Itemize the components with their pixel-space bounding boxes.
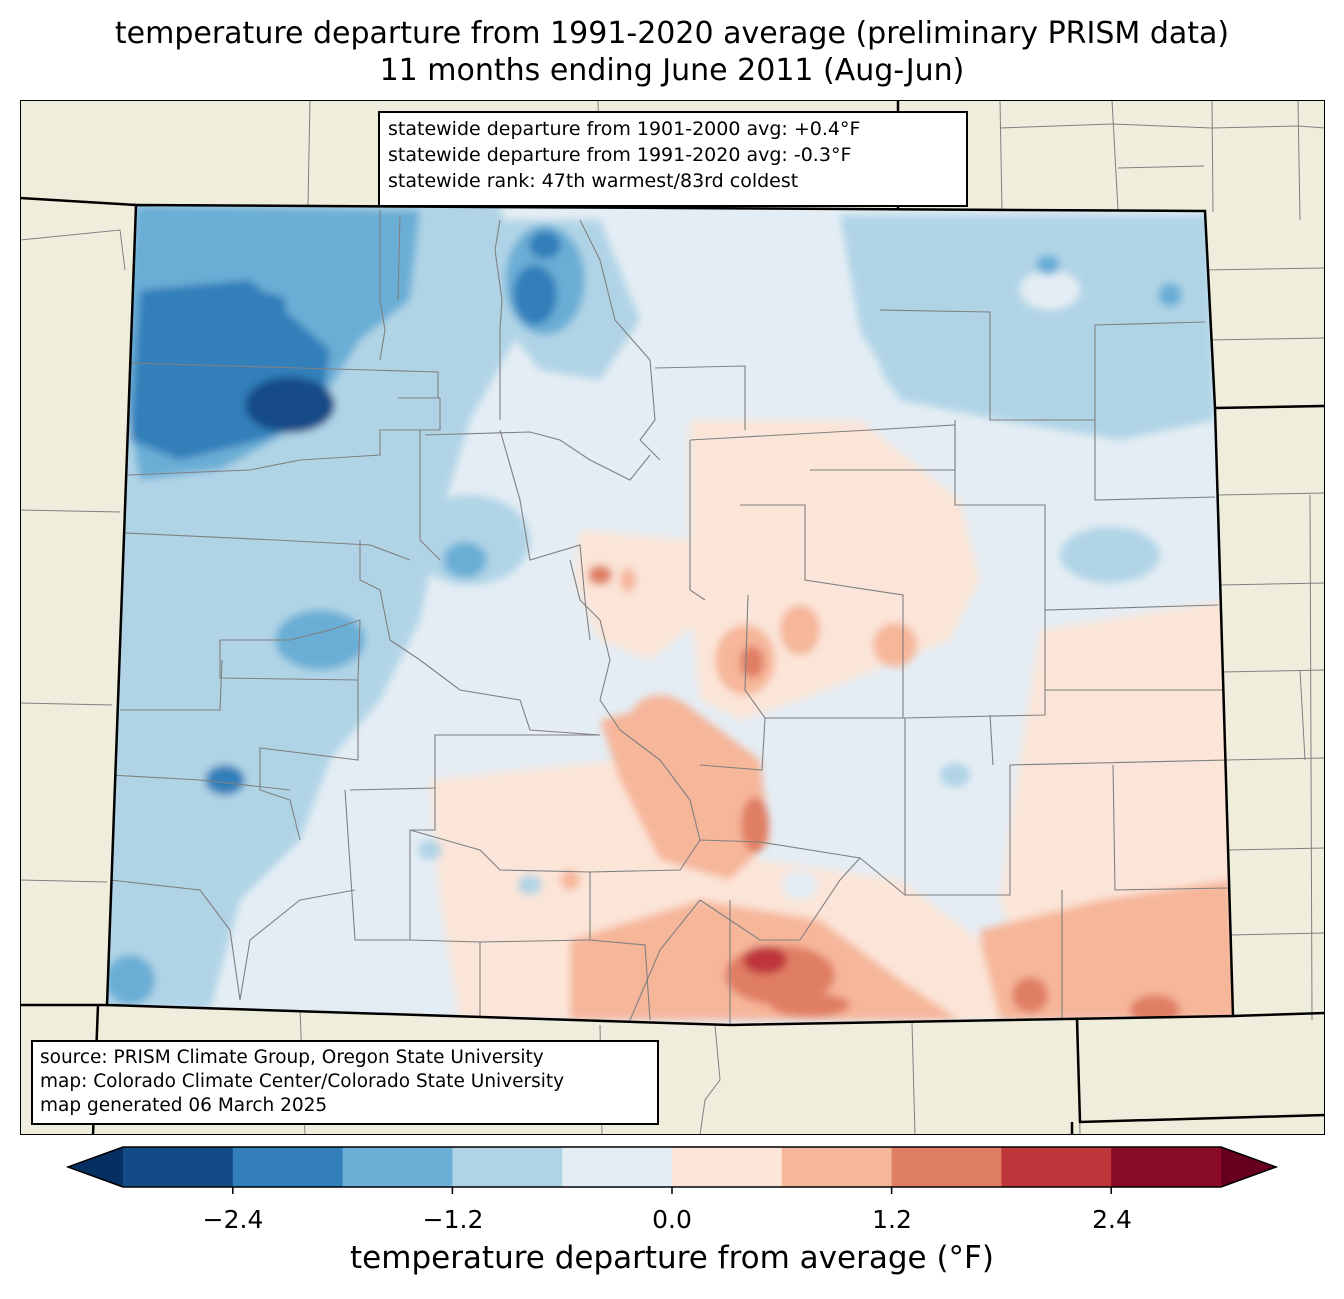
- source-box: source: PRISM Climate Group, Oregon Stat…: [31, 1040, 659, 1125]
- stats-line-2: statewide departure from 1991-2020 avg: …: [388, 144, 852, 166]
- colorbar-bin: [1111, 1147, 1222, 1187]
- colorbar-bin: [452, 1147, 563, 1187]
- colorbar-extend-high: [1221, 1147, 1276, 1187]
- source-line-2: map: Colorado Climate Center/Colorado St…: [40, 1071, 565, 1092]
- colorado-state-border: [105, 203, 1235, 1027]
- colorbar-label: temperature departure from average (°F): [350, 1240, 994, 1276]
- colorbar-tick-label: 1.2: [872, 1205, 912, 1234]
- map-title-line2: 11 months ending June 2011 (Aug-Jun): [379, 53, 965, 88]
- colorbar-outline: [65, 1146, 1279, 1188]
- colorbar-tick-label: 0.0: [652, 1205, 692, 1234]
- colorbar-bin: [232, 1147, 344, 1187]
- stats-line-3: statewide rank: 47th warmest/83rd coldes…: [388, 170, 799, 192]
- colorbar-bin: [672, 1147, 783, 1187]
- source-line-1: source: PRISM Climate Group, Oregon Stat…: [40, 1047, 544, 1068]
- temperature-field: [107, 205, 1233, 1025]
- colorbar-bin: [891, 1147, 1002, 1187]
- colorbar-bin: [781, 1147, 893, 1187]
- colorbar-bin: [562, 1147, 673, 1187]
- colorbar: [65, 1146, 1279, 1194]
- colorbar-tick-label: −2.4: [202, 1205, 264, 1234]
- county-lines: [109, 210, 1229, 1025]
- colorbar-bin: [342, 1147, 453, 1187]
- statewide-stats-box: statewide departure from 1901-2000 avg: …: [378, 111, 968, 207]
- map-title-line1: temperature departure from 1991-2020 ave…: [114, 16, 1230, 51]
- map-frame: [20, 100, 1325, 1135]
- stats-line-1: statewide departure from 1901-2000 avg: …: [388, 118, 861, 140]
- colorbar-bin: [123, 1147, 234, 1187]
- source-line-3: map generated 06 March 2025: [40, 1095, 328, 1116]
- colorbar-tick-label: −1.2: [422, 1205, 484, 1234]
- colorbar-bin: [1001, 1147, 1112, 1187]
- colorbar-tick-label: 2.4: [1092, 1205, 1132, 1234]
- colorbar-extend-low: [68, 1147, 123, 1187]
